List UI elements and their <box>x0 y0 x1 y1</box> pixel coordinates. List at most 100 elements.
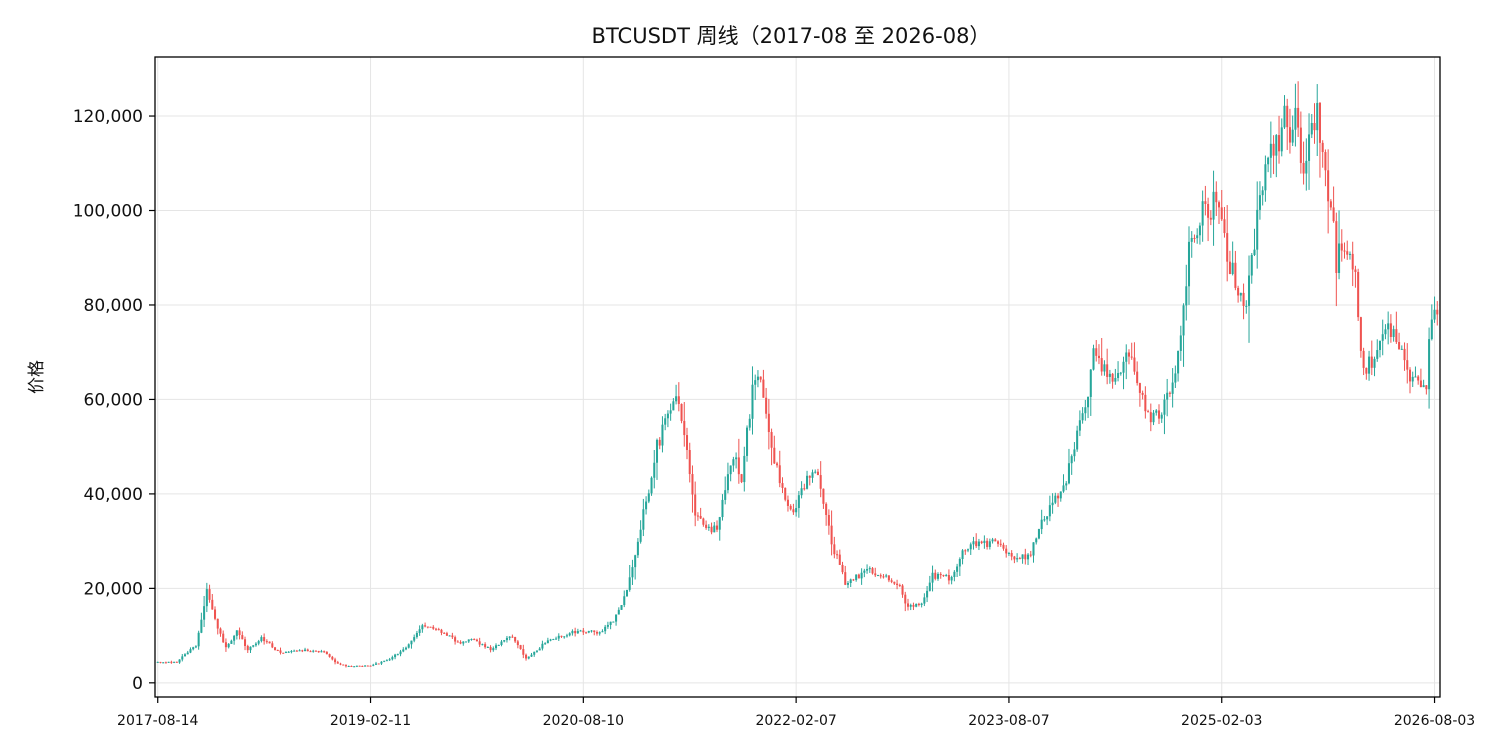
candle-body-up <box>538 648 541 651</box>
candle-body-up <box>1316 102 1319 131</box>
candle-body-down <box>1127 352 1131 357</box>
candle-body-down <box>715 525 719 530</box>
candle-body-down <box>1237 287 1240 296</box>
candle-body-up <box>1187 241 1191 287</box>
candle-body-up <box>1021 554 1024 559</box>
candle-body-down <box>1005 548 1008 554</box>
candle-body-down <box>1340 243 1343 251</box>
candle-body-up <box>1261 190 1264 196</box>
candle-body-down <box>737 457 740 475</box>
candle-body-down <box>844 572 847 585</box>
candle-body-up <box>1182 305 1185 336</box>
candle-body-down <box>896 583 899 586</box>
candle-body-down <box>1354 269 1357 272</box>
candle-body-up <box>1338 243 1341 273</box>
candle-body-down <box>980 541 983 544</box>
candle-body-down <box>792 509 795 513</box>
candle-body-up <box>192 647 195 650</box>
candle-body-up <box>254 643 257 646</box>
candle-body-up <box>1212 191 1215 220</box>
candle-body-down <box>917 603 920 605</box>
candle-body-up <box>928 582 931 591</box>
candle-body-up <box>1269 143 1272 158</box>
candle-body-up <box>1087 396 1090 408</box>
candle-body-up <box>1267 157 1270 165</box>
candle-body-down <box>890 580 893 582</box>
candle-body-up <box>1308 134 1311 161</box>
candle-body-down <box>361 665 364 667</box>
candle-body-up <box>953 571 956 577</box>
candle-body-down <box>175 661 178 663</box>
candle-body-up <box>726 474 729 491</box>
candle-body-down <box>1215 191 1218 203</box>
candle-body-up <box>492 648 495 651</box>
candle-body-down <box>1226 233 1229 262</box>
candle-body-up <box>1245 305 1248 307</box>
candle-body-up <box>707 526 710 528</box>
candle-body-down <box>1403 348 1406 361</box>
candle-body-down <box>213 609 217 619</box>
candle-body-down <box>1297 107 1300 128</box>
candle-body-up <box>544 643 547 645</box>
candle-body-up <box>675 396 678 402</box>
candle-body-up <box>748 418 751 428</box>
candle-body-down <box>314 650 317 652</box>
candle-body-down <box>456 641 459 643</box>
candle-body-up <box>1373 358 1376 368</box>
candle-body-up <box>565 635 568 637</box>
candle-body-up <box>410 640 413 645</box>
candle-body-down <box>522 649 525 655</box>
candle-body-up <box>811 472 814 478</box>
candle-body-up <box>227 643 230 648</box>
candle-body-up <box>1253 249 1256 255</box>
candle-body-up <box>1294 107 1297 130</box>
candle-body-down <box>808 475 811 478</box>
candle-body-up <box>1414 376 1417 378</box>
candle-body-down <box>658 439 661 446</box>
candle-body-up <box>1035 538 1038 543</box>
candle-body-down <box>1013 556 1016 560</box>
candle-body-up <box>620 605 623 610</box>
candle-body-up <box>601 631 604 633</box>
candle-body-down <box>170 661 173 663</box>
candle-body-up <box>555 638 558 640</box>
candle-body-up <box>1108 373 1111 377</box>
candle-body-down <box>1204 201 1207 204</box>
candle-body-down <box>784 487 787 500</box>
candle-body-up <box>1239 292 1242 296</box>
candle-body-up <box>1067 463 1070 484</box>
candle-body-up <box>197 632 200 647</box>
candle-body-up <box>495 645 498 649</box>
candle-body-up <box>1291 129 1294 143</box>
candle-body-up <box>1155 410 1158 413</box>
candle-body-up <box>909 604 912 607</box>
candle-body-down <box>759 376 762 380</box>
candle-body-up <box>530 654 533 657</box>
candle-body-up <box>814 471 817 473</box>
candle-body-down <box>1111 373 1114 382</box>
candle-body-down <box>1144 394 1147 412</box>
candle-body-up <box>290 651 293 653</box>
candle-body-up <box>958 559 961 567</box>
candle-body-down <box>1299 127 1302 163</box>
candle-body-up <box>527 656 530 659</box>
candle-body-down <box>1157 410 1161 419</box>
candle-body-up <box>1032 542 1035 556</box>
candle-body-up <box>615 614 618 622</box>
candle-body-up <box>464 641 468 643</box>
candle-body-up <box>407 644 410 648</box>
candle-body-up <box>1040 519 1043 530</box>
candle-body-up <box>1185 286 1188 306</box>
candle-body-up <box>866 569 869 571</box>
candle-body-down <box>1365 367 1368 374</box>
candle-body-up <box>969 544 972 550</box>
candle-body-down <box>898 585 901 587</box>
candle-body-down <box>694 494 697 516</box>
candle-body-down <box>947 575 950 581</box>
candle-body-up <box>756 376 759 381</box>
candle-body-down <box>1335 221 1338 273</box>
candle-body-down <box>1133 357 1136 372</box>
candle-body-down <box>882 576 885 578</box>
candle-body-up <box>1016 558 1019 560</box>
x-axis: 2017-08-14 2019-02-11 2020-08-10 2022-02-07… <box>117 697 1475 729</box>
